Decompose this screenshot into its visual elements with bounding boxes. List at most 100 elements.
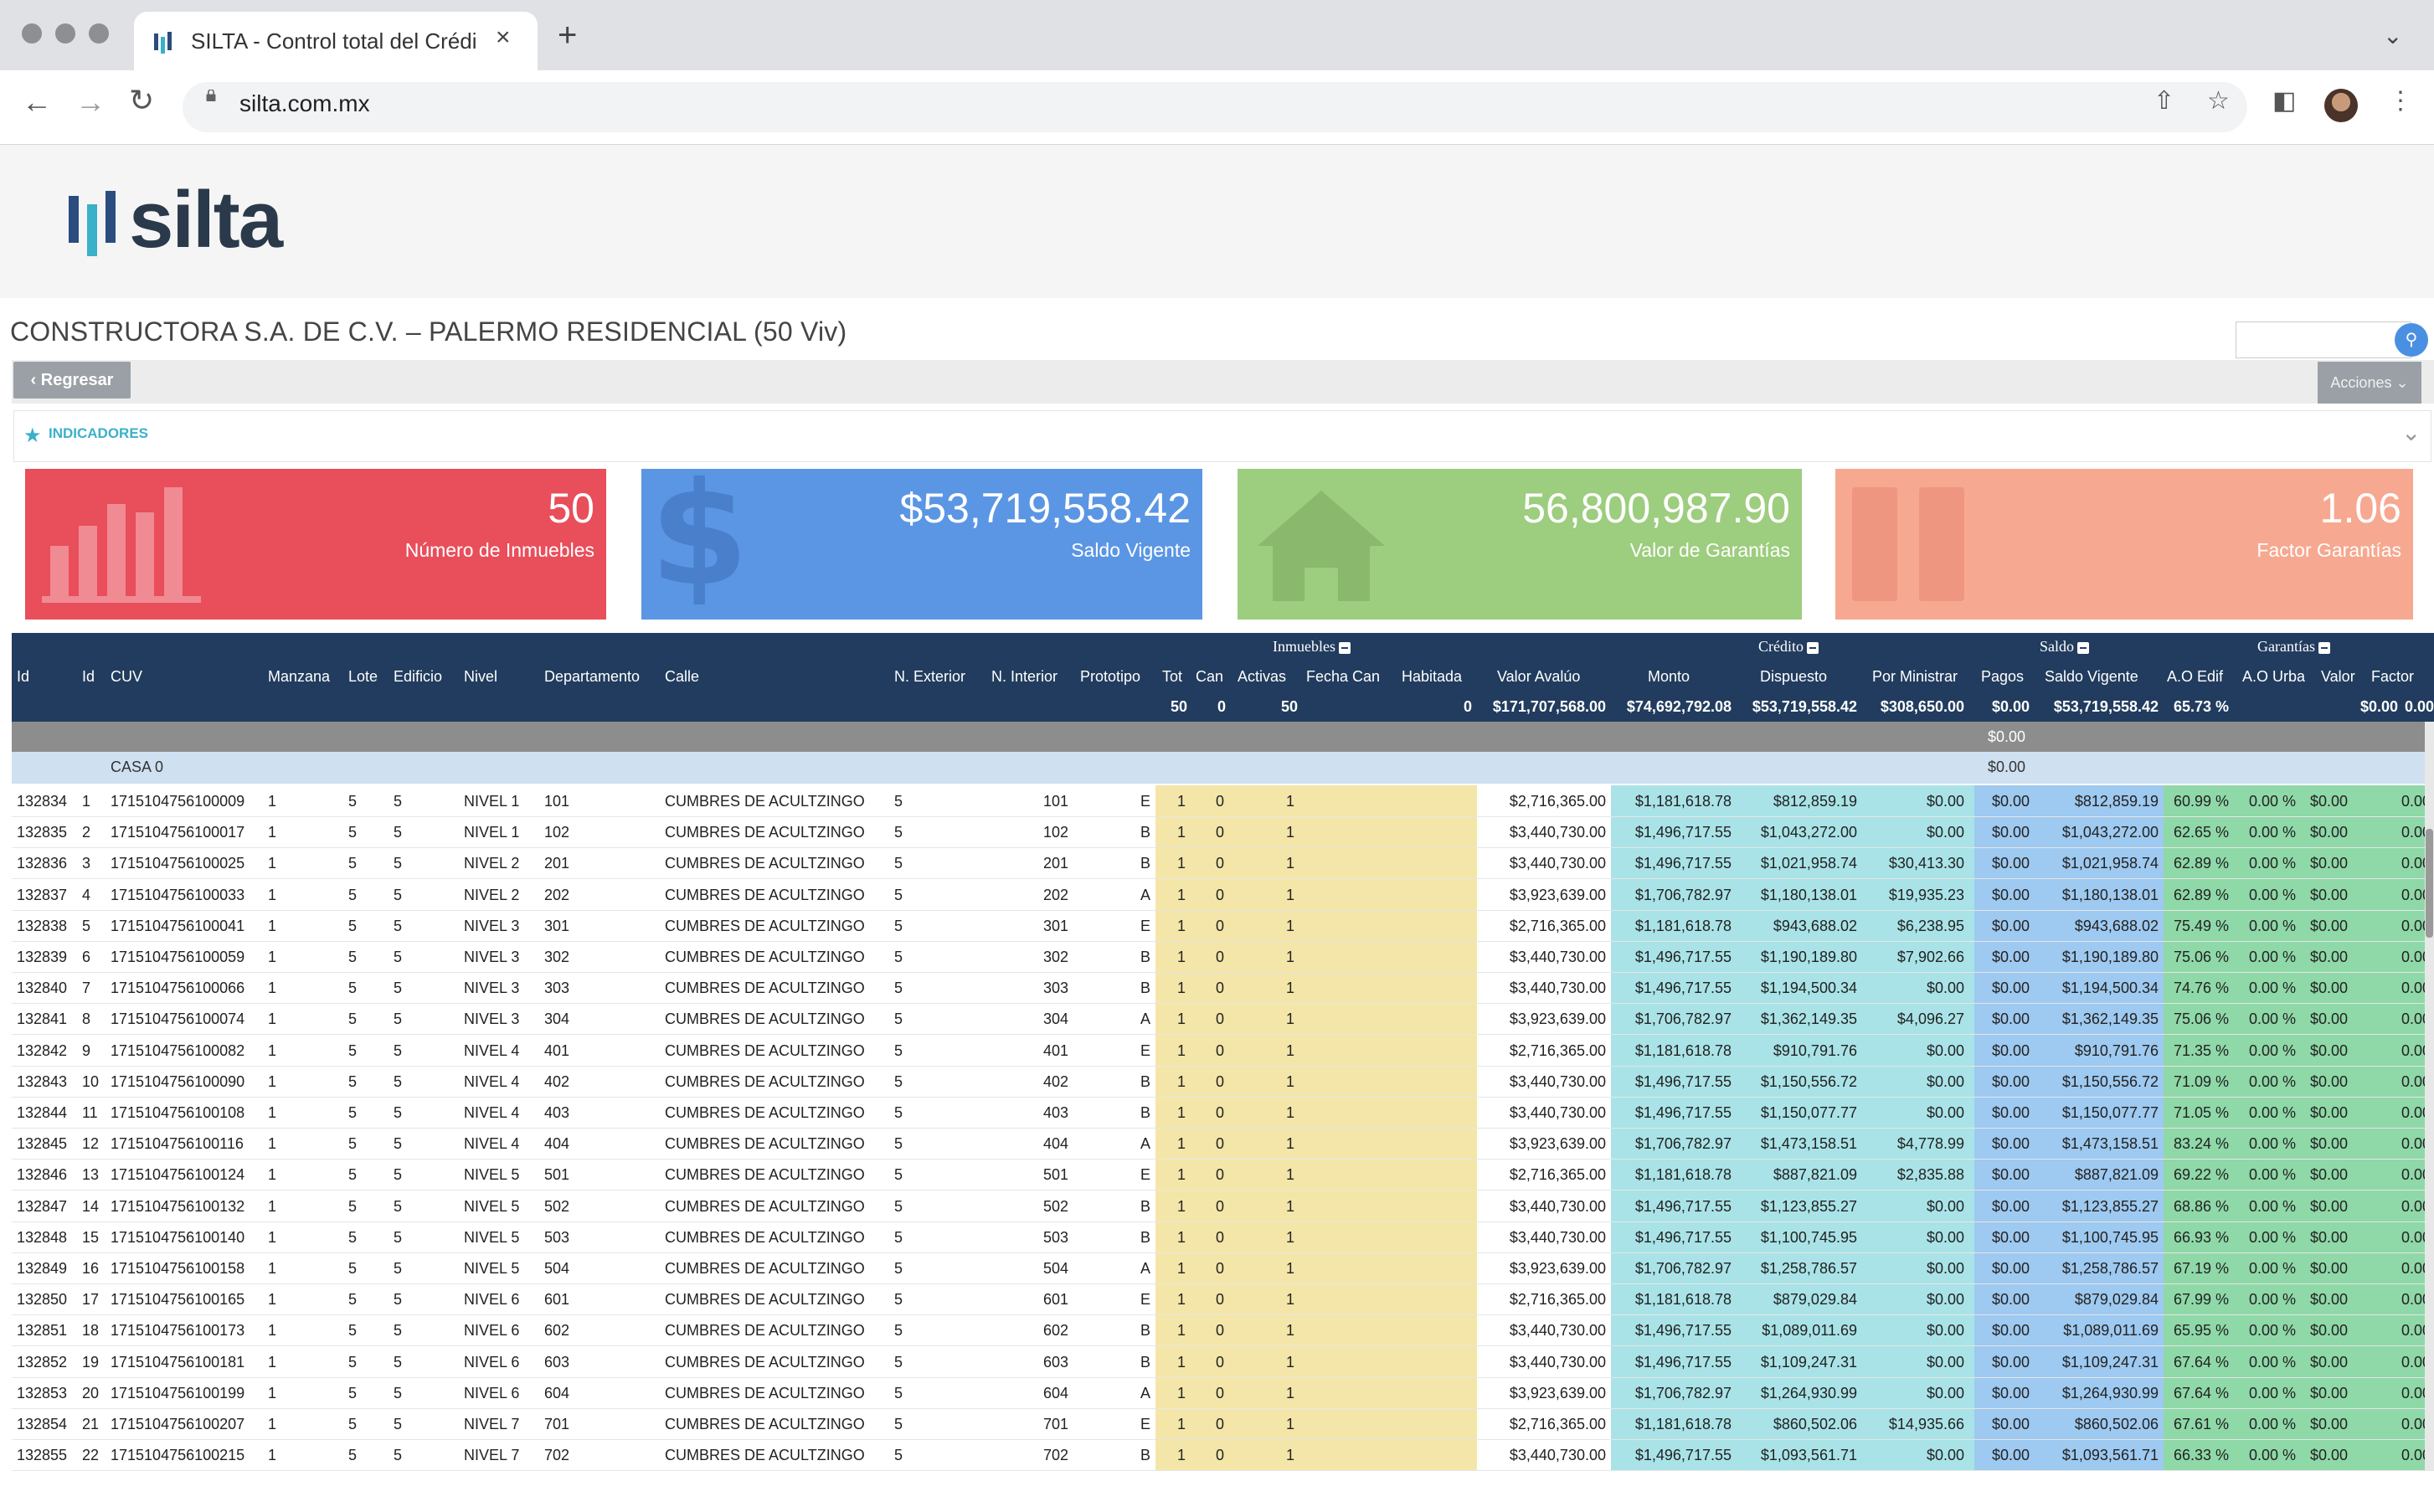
cell-ao-urba: 0.00 % — [2248, 1041, 2296, 1059]
table-row[interactable]: 132851 18 1715104756100173 1 5 5 NIVEL 6 602 CUM… — [12, 1314, 2434, 1347]
table-row[interactable]: 132850 17 1715104756100165 1 5 5 NIVEL 6 601 CUM… — [12, 1283, 2434, 1316]
cell-saldo-vigente: $879,029.84 — [2074, 1291, 2159, 1309]
profile-avatar[interactable] — [2324, 89, 2358, 122]
column-header[interactable]: Factor — [2371, 668, 2415, 685]
new-tab-icon[interactable]: + — [558, 17, 578, 54]
lock-icon[interactable] — [204, 90, 218, 101]
column-header[interactable]: Por Ministrar — [1872, 668, 1958, 685]
table-row[interactable]: 132834 1 1715104756100009 1 5 5 NIVEL 1 101 CUMB… — [12, 785, 2434, 817]
column-header[interactable]: Prototipo — [1080, 668, 1141, 685]
table-row[interactable]: 132847 14 1715104756100132 1 5 5 NIVEL 5 502 CUM… — [12, 1191, 2434, 1222]
bookmark-star-icon[interactable]: ☆ — [2207, 87, 2230, 115]
scrollbar-thumb[interactable] — [2426, 829, 2433, 938]
table-row[interactable]: 132842 9 1715104756100082 1 5 5 NIVEL 4 401 CUMB… — [12, 1035, 2434, 1067]
kebab-menu-icon[interactable]: ⋮ — [2388, 87, 2413, 115]
column-header[interactable]: Pagos — [1981, 668, 2025, 685]
column-header[interactable]: N. Exterior — [894, 668, 966, 685]
table-row[interactable]: 132844 11 1715104756100108 1 5 5 NIVEL 4 403 CUM… — [12, 1097, 2434, 1129]
column-header[interactable]: Tot — [1162, 668, 1183, 685]
column-header[interactable]: A.O Edif — [2167, 668, 2224, 685]
column-header[interactable]: Id — [82, 668, 95, 685]
column-header[interactable]: Departamento — [544, 668, 641, 685]
collapse-chevron-icon[interactable]: ⌄ — [2401, 419, 2421, 445]
table-row[interactable]: 132836 3 1715104756100025 1 5 5 NIVEL 2 201 CUMB… — [12, 847, 2434, 880]
collapse-minus-icon[interactable] — [1807, 641, 1819, 654]
cell-manzana: 1 — [268, 1260, 277, 1277]
column-header[interactable]: A.O Urba — [2242, 668, 2306, 685]
column-header[interactable]: Valor — [2321, 668, 2355, 685]
silta-logo-text[interactable]: silta — [129, 175, 283, 265]
column-group-header[interactable]: Garantías — [2257, 638, 2330, 656]
column-header[interactable]: Fecha Can — [1306, 668, 1381, 685]
cell-manzana: 1 — [268, 793, 277, 810]
forward-arrow-icon[interactable]: → — [75, 85, 105, 119]
collapse-minus-icon[interactable] — [2077, 641, 2090, 654]
cell-ao-edif: 62.89 % — [2173, 886, 2229, 903]
reload-icon[interactable]: ↻ — [129, 83, 155, 117]
column-header[interactable]: N. Interior — [991, 668, 1058, 685]
table-row[interactable]: 132855 22 1715104756100215 1 5 5 NIVEL 7 702 CUM… — [12, 1439, 2434, 1472]
back-arrow-icon[interactable]: ← — [22, 85, 52, 119]
table-row[interactable]: 132839 6 1715104756100059 1 5 5 NIVEL 3 302 CUMB… — [12, 941, 2434, 973]
column-group-header[interactable]: Saldo — [2040, 638, 2090, 656]
table-row[interactable]: 132837 4 1715104756100033 1 5 5 NIVEL 2 202 CUMB… — [12, 879, 2434, 911]
tab-close-icon[interactable]: × — [496, 23, 511, 51]
column-header[interactable]: Activas — [1238, 668, 1287, 685]
table-row[interactable]: 132838 5 1715104756100041 1 5 5 NIVEL 3 301 CUMB… — [12, 910, 2434, 942]
cell-pagos: $0.00 — [1991, 1416, 2030, 1432]
address-bar[interactable] — [183, 82, 2247, 132]
column-header[interactable]: CUV — [111, 668, 143, 685]
column-header[interactable]: Valor Avalúo — [1497, 668, 1581, 685]
table-row[interactable]: 132853 20 1715104756100199 1 5 5 NIVEL 6 604 CUM… — [12, 1377, 2434, 1409]
column-header[interactable]: Id — [17, 668, 30, 685]
column-header[interactable]: Manzana — [268, 668, 331, 685]
column-header[interactable]: Calle — [665, 668, 700, 685]
cell-cuv: 1715104756100173 — [111, 1322, 245, 1340]
cell-activas: 1 — [1286, 1072, 1295, 1090]
window-zoom-dot[interactable] — [89, 23, 109, 44]
cell-monto: $1,706,782.97 — [1634, 1384, 1732, 1401]
cell-tot: 1 — [1177, 824, 1186, 841]
total-pagos: $0.00 — [1991, 698, 2030, 715]
window-close-dot[interactable] — [22, 23, 42, 44]
table-row[interactable]: 132845 12 1715104756100116 1 5 5 NIVEL 4 404 CUM… — [12, 1128, 2434, 1160]
vertical-scrollbar[interactable] — [2425, 722, 2434, 1470]
side-panel-icon[interactable]: ◧ — [2272, 87, 2297, 115]
table-row[interactable]: 132840 7 1715104756100066 1 5 5 NIVEL 3 303 CUMB… — [12, 972, 2434, 1005]
kpi-card-garantias: 56,800,987.90 Valor de Garantías — [1238, 469, 1802, 620]
collapse-minus-icon[interactable] — [1338, 641, 1351, 654]
collapse-minus-icon[interactable] — [2318, 641, 2330, 654]
column-header[interactable]: Monto — [1648, 668, 1690, 685]
column-header[interactable]: Saldo Vigente — [2045, 668, 2138, 685]
table-group-row[interactable] — [12, 752, 2434, 784]
column-header[interactable]: Habitada — [1402, 668, 1463, 685]
table-row[interactable]: 132854 21 1715104756100207 1 5 5 NIVEL 7 701 CUM… — [12, 1408, 2434, 1440]
column-header[interactable]: Edificio — [394, 668, 443, 685]
url-text[interactable]: silta.com.mx — [239, 90, 370, 116]
browser-tab[interactable]: SILTA - Control total del Crédito × — [134, 12, 538, 70]
column-group-header[interactable]: Inmuebles — [1273, 638, 1351, 656]
table-row[interactable]: 132835 2 1715104756100017 1 5 5 NIVEL 1 102 CUMB… — [12, 816, 2434, 849]
actions-dropdown-button[interactable]: Acciones ⌄ — [2318, 362, 2421, 404]
cell-factor: 0.00 — [2401, 1135, 2431, 1153]
cell-can: 0 — [1216, 1353, 1225, 1371]
table-row[interactable]: 132841 8 1715104756100074 1 5 5 NIVEL 3 304 CUMB… — [12, 1003, 2434, 1036]
tab-search-chevron-icon[interactable]: ⌄ — [2383, 23, 2403, 49]
search-icon[interactable]: ⚲ — [2395, 323, 2428, 357]
silta-logo-mark-icon[interactable] — [67, 191, 126, 258]
column-header[interactable]: Nivel — [464, 668, 498, 685]
share-icon[interactable]: ⇧ — [2154, 87, 2175, 115]
table-row[interactable]: 132843 10 1715104756100090 1 5 5 NIVEL 4 402 CUM… — [12, 1066, 2434, 1098]
column-header[interactable]: Lote — [348, 668, 378, 685]
table-row[interactable]: 132852 19 1715104756100181 1 5 5 NIVEL 6 603 CUM… — [12, 1346, 2434, 1378]
search-input[interactable] — [2236, 321, 2411, 358]
column-header[interactable]: Dispuesto — [1760, 668, 1828, 685]
column-group-header[interactable]: Crédito — [1758, 638, 1819, 656]
back-button[interactable]: ‹ Regresar — [13, 362, 131, 399]
window-minimize-dot[interactable] — [55, 23, 75, 44]
column-header[interactable]: Can — [1196, 668, 1224, 685]
table-row[interactable]: 132849 16 1715104756100158 1 5 5 NIVEL 5 504 CUM… — [12, 1252, 2434, 1284]
table-row[interactable]: 132848 15 1715104756100140 1 5 5 NIVEL 5 503 CUM… — [12, 1221, 2434, 1253]
table-row[interactable]: 132846 13 1715104756100124 1 5 5 NIVEL 5 501 CUM… — [12, 1159, 2434, 1191]
cell-dispuesto: $1,123,855.27 — [1760, 1197, 1857, 1215]
